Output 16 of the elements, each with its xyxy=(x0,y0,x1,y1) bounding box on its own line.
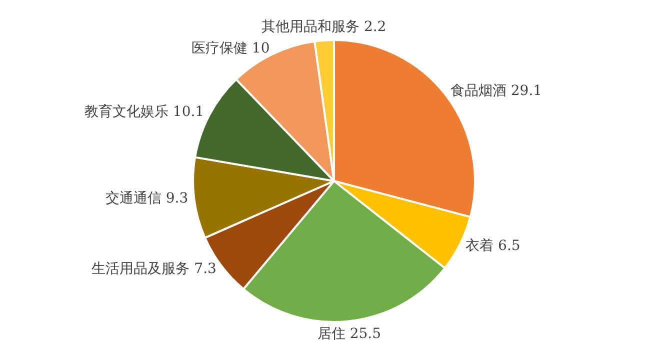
data-label: 6.5 xyxy=(498,238,520,254)
data-label: 9.3 xyxy=(166,190,188,207)
data-label: 2.2 xyxy=(364,18,386,35)
slice-label: 交通通信 xyxy=(105,190,166,207)
data-label: 29.1 xyxy=(510,82,542,99)
slice-label: 教育文化娱乐 xyxy=(84,102,173,120)
slice-label: 生活用品及服务 xyxy=(92,260,194,277)
slice-label: 医疗保健 xyxy=(191,40,252,56)
slice-label: 衣着 xyxy=(466,238,498,254)
data-label: 7.3 xyxy=(194,260,216,277)
slice-label: 食品烟酒 xyxy=(450,82,511,99)
slice-label: 居住 xyxy=(317,326,350,342)
data-label: 10.1 xyxy=(172,104,204,120)
slice-label: 其他用品和服务 xyxy=(261,18,364,35)
data-label: 25.5 xyxy=(350,326,382,342)
data-label: 10 xyxy=(252,40,270,56)
